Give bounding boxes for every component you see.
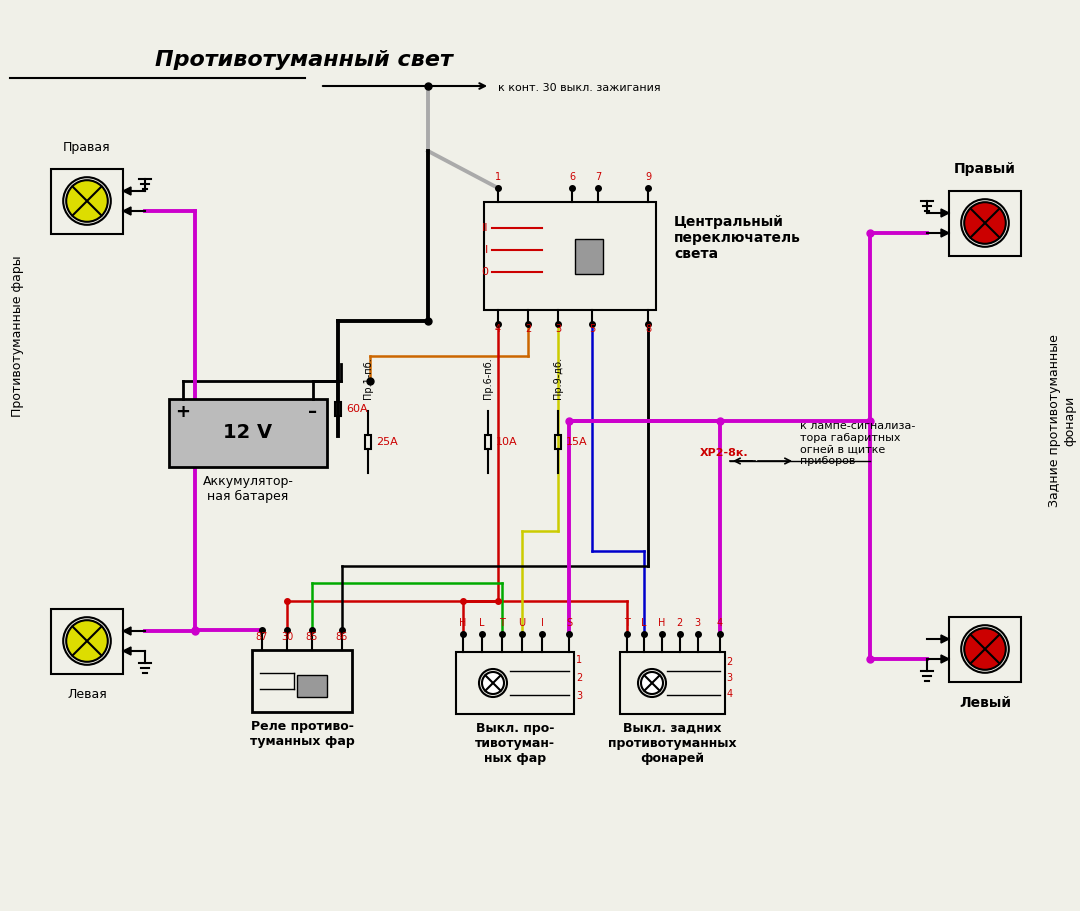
- Bar: [51, 609, 123, 673]
- Text: Противотуманные фары: Противотуманные фары: [12, 255, 25, 417]
- Bar: [575, 239, 603, 274]
- Text: I: I: [485, 245, 488, 255]
- Text: 0: 0: [481, 267, 488, 277]
- Text: Правый: Правый: [954, 162, 1016, 176]
- Bar: [555, 435, 561, 449]
- Bar: [168, 399, 327, 467]
- Text: 86: 86: [336, 632, 348, 642]
- Text: Н: Н: [459, 618, 467, 628]
- Text: –: –: [309, 403, 318, 421]
- Text: 7: 7: [595, 172, 602, 182]
- Text: 3: 3: [555, 324, 562, 334]
- Bar: [456, 652, 573, 714]
- Text: Центральный
переключатель
света: Центральный переключатель света: [674, 215, 801, 261]
- Bar: [620, 652, 725, 714]
- Polygon shape: [123, 187, 131, 195]
- Text: 4: 4: [727, 689, 732, 699]
- Text: Реле противо-
туманных фар: Реле противо- туманных фар: [249, 720, 354, 748]
- Bar: [949, 617, 1021, 681]
- Polygon shape: [123, 207, 131, 215]
- Text: 3: 3: [576, 691, 582, 701]
- Text: 10А: 10А: [496, 437, 517, 447]
- Text: 1: 1: [576, 655, 582, 665]
- Polygon shape: [941, 209, 949, 217]
- Text: II: II: [482, 223, 488, 233]
- Text: 2: 2: [576, 673, 582, 683]
- Text: 30: 30: [281, 632, 293, 642]
- Polygon shape: [123, 647, 131, 655]
- Text: T: T: [623, 618, 630, 628]
- Text: 15А: 15А: [566, 437, 588, 447]
- Text: 6: 6: [569, 172, 575, 182]
- Text: +: +: [175, 403, 190, 421]
- Text: Пр.9-дб.: Пр.9-дб.: [553, 357, 563, 399]
- Text: Пр.1-пб.: Пр.1-пб.: [363, 357, 373, 399]
- Text: Задние противотуманные
фонари: Задние противотуманные фонари: [1048, 334, 1076, 507]
- Text: U: U: [518, 618, 526, 628]
- Bar: [297, 675, 327, 697]
- Polygon shape: [123, 627, 131, 635]
- Text: Левая: Левая: [67, 688, 107, 701]
- Bar: [484, 202, 656, 310]
- Text: Пр.6-пб.: Пр.6-пб.: [483, 357, 492, 399]
- Text: к лампе-сигнализа-
тора габаритных
огней в щитке
приборов: к лампе-сигнализа- тора габаритных огней…: [800, 421, 916, 466]
- Text: I: I: [541, 618, 543, 628]
- Text: 5: 5: [589, 324, 595, 334]
- Text: L: L: [480, 618, 485, 628]
- Text: 9: 9: [645, 172, 651, 182]
- Circle shape: [66, 180, 108, 221]
- Text: 3: 3: [727, 673, 732, 683]
- Polygon shape: [941, 635, 949, 643]
- Polygon shape: [941, 229, 949, 237]
- Text: H: H: [658, 618, 665, 628]
- Text: 2: 2: [676, 618, 683, 628]
- Circle shape: [964, 629, 1005, 670]
- Text: Левый: Левый: [959, 696, 1011, 710]
- Text: Аккумулятор-
ная батарея: Аккумулятор- ная батарея: [203, 475, 294, 503]
- Circle shape: [66, 620, 108, 661]
- Text: 4: 4: [495, 324, 501, 334]
- Text: Правая: Правая: [64, 141, 111, 154]
- Text: 3: 3: [694, 618, 701, 628]
- Text: Противотуманный свет: Противотуманный свет: [156, 50, 453, 70]
- Text: 60А: 60А: [346, 404, 367, 414]
- Text: ХР2-8к.: ХР2-8к.: [700, 448, 748, 458]
- Polygon shape: [941, 655, 949, 663]
- Bar: [485, 435, 491, 449]
- Bar: [252, 650, 352, 712]
- Bar: [335, 402, 341, 415]
- Text: 1: 1: [495, 172, 501, 182]
- Text: 2: 2: [727, 657, 732, 667]
- Text: Выкл. задних
противотуманных
фонарей: Выкл. задних противотуманных фонарей: [608, 722, 737, 765]
- Circle shape: [482, 672, 504, 694]
- Bar: [365, 435, 372, 449]
- Circle shape: [642, 672, 663, 694]
- Text: 12 V: 12 V: [224, 424, 272, 443]
- Circle shape: [964, 202, 1005, 244]
- Text: 87: 87: [256, 632, 268, 642]
- Text: Выкл. про-
тивотуман-
ных фар: Выкл. про- тивотуман- ных фар: [475, 722, 555, 765]
- Text: 8: 8: [645, 324, 651, 334]
- Bar: [949, 190, 1021, 255]
- Bar: [51, 169, 123, 233]
- Text: T: T: [499, 618, 505, 628]
- Text: 2: 2: [525, 324, 531, 334]
- Text: 85: 85: [306, 632, 319, 642]
- Text: к конт. 30 выкл. зажигания: к конт. 30 выкл. зажигания: [498, 83, 661, 93]
- Text: 25А: 25А: [376, 437, 397, 447]
- Text: L: L: [640, 618, 646, 628]
- Text: 4: 4: [716, 618, 723, 628]
- Text: S: S: [566, 618, 572, 628]
